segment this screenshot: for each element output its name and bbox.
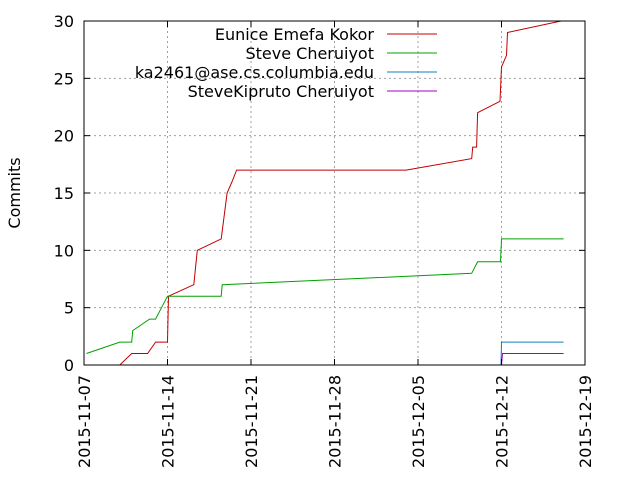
y-axis-title: Commits	[5, 157, 24, 228]
legend-label: Eunice Emefa Kokor	[215, 25, 375, 44]
x-tick-label: 2015-12-19	[576, 375, 595, 468]
x-tick-labels: 2015-11-07 2015-11-14 2015-11-21 2015-11-28…	[75, 375, 595, 468]
x-tick-label: 2015-11-21	[242, 375, 261, 468]
x-tick-label: 2015-11-28	[326, 375, 345, 468]
y-tick-label: 15	[54, 184, 74, 203]
x-tick-label: 2015-12-05	[409, 375, 428, 468]
series-line-ka2461-ase-cs-columbia-edu	[500, 341, 564, 366]
y-tick-labels: 0 5 10 15 20 25 30	[54, 12, 74, 375]
legend-label: Steve Cheruiyot	[245, 44, 374, 63]
x-tick-label: 2015-11-07	[75, 375, 94, 468]
y-tick-label: 20	[54, 127, 74, 146]
y-tick-label: 10	[54, 241, 74, 260]
series-line-eunice-emefa-kokor	[119, 20, 562, 366]
x-tick-label: 2015-12-12	[493, 375, 512, 468]
y-tick-label: 30	[54, 12, 74, 31]
grid-lines	[84, 21, 585, 365]
series-line-steve-cheruiyot	[86, 238, 564, 354]
x-tick-label: 2015-11-14	[159, 375, 178, 468]
legend-label: ka2461@ase.cs.columbia.edu	[135, 63, 374, 82]
axis-ticks	[83, 20, 586, 366]
legend-label: SteveKipruto Cheruiyot	[188, 82, 374, 101]
y-tick-label: 25	[54, 69, 74, 88]
y-tick-label: 5	[64, 299, 74, 318]
y-tick-label: 0	[64, 356, 74, 375]
series-lines	[86, 20, 564, 366]
series-line-stevekipruto-cheruiyot	[501, 353, 564, 366]
